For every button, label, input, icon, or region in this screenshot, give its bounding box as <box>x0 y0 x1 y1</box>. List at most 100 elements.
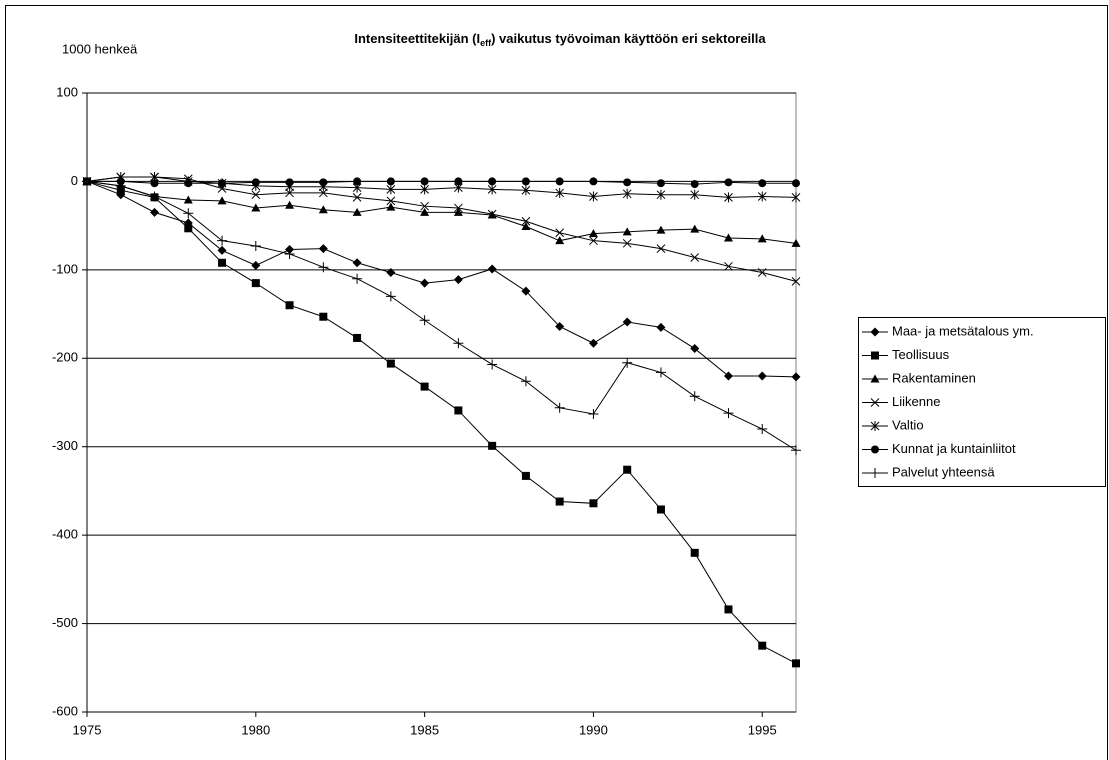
marker <box>487 209 497 219</box>
marker <box>521 222 531 231</box>
x-tick-label: 1990 <box>579 722 608 737</box>
y-tick-label: -500 <box>52 615 78 630</box>
marker <box>454 177 463 186</box>
marker <box>555 187 565 198</box>
marker <box>690 344 700 354</box>
marker <box>420 207 430 216</box>
marker <box>757 424 768 435</box>
marker <box>555 177 564 186</box>
marker <box>724 192 733 203</box>
marker <box>555 497 564 506</box>
marker <box>689 391 700 402</box>
marker <box>386 202 396 211</box>
marker <box>791 238 801 247</box>
chart-frame <box>5 5 1108 760</box>
marker <box>488 177 497 186</box>
title-subscript: eff <box>480 38 492 48</box>
marker <box>690 180 699 189</box>
marker <box>623 465 632 474</box>
marker <box>870 374 880 383</box>
marker <box>521 286 531 296</box>
y-tick-label: 0 <box>71 173 78 188</box>
x-tick-label: 1995 <box>748 722 777 737</box>
marker <box>420 278 430 288</box>
marker <box>184 224 193 233</box>
marker <box>792 659 800 668</box>
series-line <box>86 180 797 451</box>
x-tick-label: 1975 <box>73 722 102 737</box>
marker <box>149 191 160 202</box>
marker <box>251 178 260 187</box>
marker <box>285 188 294 198</box>
marker <box>487 184 497 195</box>
marker <box>217 235 228 246</box>
marker <box>183 195 193 204</box>
marker <box>250 240 261 251</box>
marker <box>758 641 767 650</box>
marker <box>690 224 700 233</box>
marker <box>555 228 565 238</box>
y-tick-label: -300 <box>52 438 78 453</box>
legend-label: Maa- ja metsätalous ym. <box>892 323 1034 338</box>
marker <box>420 184 429 195</box>
marker <box>115 180 126 191</box>
marker <box>285 178 294 187</box>
y-tick-label: -100 <box>52 261 78 276</box>
series-line <box>86 180 797 378</box>
marker <box>791 192 801 203</box>
marker <box>420 382 429 391</box>
marker <box>183 208 194 219</box>
marker <box>870 468 880 478</box>
marker <box>150 179 159 188</box>
marker <box>555 321 565 331</box>
marker <box>589 236 598 246</box>
marker <box>386 196 396 206</box>
legend-label: Valtio <box>892 417 924 432</box>
marker <box>285 200 295 209</box>
marker <box>656 244 666 253</box>
marker <box>656 505 665 514</box>
marker <box>385 291 396 302</box>
marker <box>453 275 463 285</box>
marker <box>487 359 498 370</box>
title-text: Intensiteettitekijän (I <box>354 31 480 46</box>
marker <box>870 421 880 431</box>
series-line <box>87 180 796 185</box>
series-line <box>86 180 797 244</box>
legend-box <box>858 317 1106 487</box>
marker <box>319 312 328 321</box>
marker <box>791 372 801 382</box>
series-line <box>86 176 797 198</box>
marker <box>352 273 363 284</box>
marker <box>150 207 160 217</box>
marker <box>690 189 700 200</box>
marker <box>588 408 599 419</box>
marker <box>319 178 328 187</box>
legend-label: Liikenne <box>892 394 940 409</box>
marker <box>218 258 227 267</box>
marker <box>622 227 632 236</box>
marker <box>589 177 598 186</box>
marker <box>622 188 632 199</box>
marker <box>353 177 362 186</box>
marker <box>791 276 801 286</box>
marker <box>251 203 261 212</box>
marker <box>251 279 260 288</box>
marker <box>521 177 530 186</box>
marker <box>218 179 227 188</box>
series-line <box>86 180 797 664</box>
marker <box>757 234 767 243</box>
marker <box>487 264 497 274</box>
marker <box>352 258 362 268</box>
marker <box>386 359 395 368</box>
marker <box>589 499 598 508</box>
marker <box>285 301 294 310</box>
marker <box>871 351 879 360</box>
marker <box>655 367 666 378</box>
marker <box>217 245 227 255</box>
marker <box>791 445 801 456</box>
marker <box>251 190 261 200</box>
y-axis-label: 1000 henkeä <box>62 41 138 56</box>
marker <box>454 203 463 213</box>
